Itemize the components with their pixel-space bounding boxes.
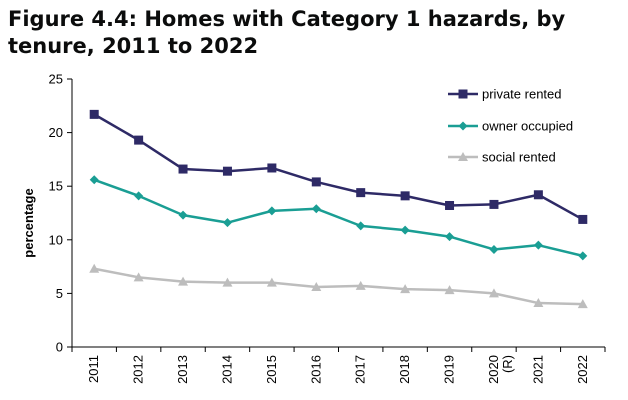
legend-label: social rented bbox=[482, 150, 556, 165]
chart-title: Figure 4.4: Homes with Category 1 hazard… bbox=[8, 7, 566, 58]
data-point bbox=[533, 190, 543, 200]
y-tick-label: 0 bbox=[56, 340, 63, 355]
data-point bbox=[578, 251, 588, 261]
data-point bbox=[489, 244, 499, 254]
x-tick-label: 2016 bbox=[308, 355, 323, 384]
legend-item-social-rented: social rented bbox=[448, 150, 556, 165]
legend-item-owner-occupied: owner occupied bbox=[448, 119, 573, 134]
series-owner-occupied bbox=[89, 175, 588, 261]
y-tick-label: 25 bbox=[49, 72, 63, 87]
series-private-rented bbox=[89, 109, 588, 224]
x-tick-label: 2011 bbox=[86, 355, 101, 383]
data-point bbox=[400, 284, 411, 294]
legend-label: private rented bbox=[482, 87, 562, 102]
data-point bbox=[400, 225, 410, 235]
data-point bbox=[89, 263, 100, 273]
x-tick-label: 2014 bbox=[219, 355, 234, 384]
axes bbox=[67, 78, 606, 352]
data-point bbox=[311, 204, 321, 214]
data-point bbox=[533, 240, 543, 250]
data-point bbox=[267, 163, 277, 173]
x-tick-label: 2021 bbox=[530, 355, 545, 384]
data-point bbox=[134, 191, 144, 201]
data-point bbox=[89, 175, 99, 185]
data-point bbox=[488, 288, 499, 298]
series-line bbox=[93, 113, 584, 221]
data-point bbox=[178, 276, 189, 286]
data-point bbox=[356, 221, 366, 231]
legend: private rented owner occupied social rente… bbox=[448, 87, 573, 165]
series-line bbox=[93, 267, 583, 306]
series-social-rented bbox=[89, 263, 588, 309]
data-point bbox=[311, 281, 322, 291]
data-point bbox=[311, 177, 321, 187]
y-tick-label: 5 bbox=[56, 286, 63, 301]
data-point bbox=[458, 152, 468, 161]
data-point bbox=[266, 277, 277, 287]
data-point bbox=[356, 188, 366, 198]
data-point bbox=[133, 272, 144, 282]
data-point bbox=[267, 206, 277, 216]
x-tick-label: 2013 bbox=[175, 355, 190, 384]
series-line bbox=[93, 178, 584, 258]
data-point bbox=[134, 135, 144, 145]
data-point bbox=[577, 299, 588, 309]
x-tick-label: 2020 bbox=[486, 355, 501, 384]
y-tick-label: 15 bbox=[49, 179, 63, 194]
data-point bbox=[178, 164, 188, 174]
data-point bbox=[222, 277, 233, 287]
data-point bbox=[458, 121, 468, 131]
tick-labels: 0 5 10 15 20 25 2011 2012 2013 2014 2015 2016 2017 20… bbox=[49, 72, 590, 384]
data-point bbox=[578, 214, 588, 224]
x-tick-label: 2019 bbox=[442, 355, 457, 384]
data-point bbox=[355, 280, 366, 290]
x-tick-label: 2022 bbox=[575, 355, 590, 384]
data-point bbox=[400, 191, 410, 201]
x-tick-label: (R) bbox=[500, 355, 515, 373]
y-axis-label: percentage bbox=[21, 188, 36, 257]
data-point bbox=[533, 298, 544, 308]
legend-label: owner occupied bbox=[482, 119, 573, 134]
data-point bbox=[222, 166, 232, 176]
legend-item-private-rented: private rented bbox=[448, 87, 562, 102]
x-tick-label: 2015 bbox=[264, 355, 279, 384]
data-point bbox=[222, 218, 232, 228]
data-point bbox=[445, 200, 455, 210]
x-tick-label: 2012 bbox=[131, 355, 146, 384]
data-point bbox=[489, 199, 499, 209]
y-tick-label: 20 bbox=[49, 125, 63, 140]
y-tick-label: 10 bbox=[49, 232, 63, 247]
data-point bbox=[178, 210, 188, 220]
data-point bbox=[89, 109, 99, 119]
series-lines bbox=[89, 109, 588, 309]
x-tick-label: 2017 bbox=[353, 355, 368, 384]
data-point bbox=[444, 285, 455, 295]
data-point bbox=[458, 89, 468, 99]
data-point bbox=[445, 232, 455, 242]
x-tick-label: 2018 bbox=[397, 355, 412, 384]
